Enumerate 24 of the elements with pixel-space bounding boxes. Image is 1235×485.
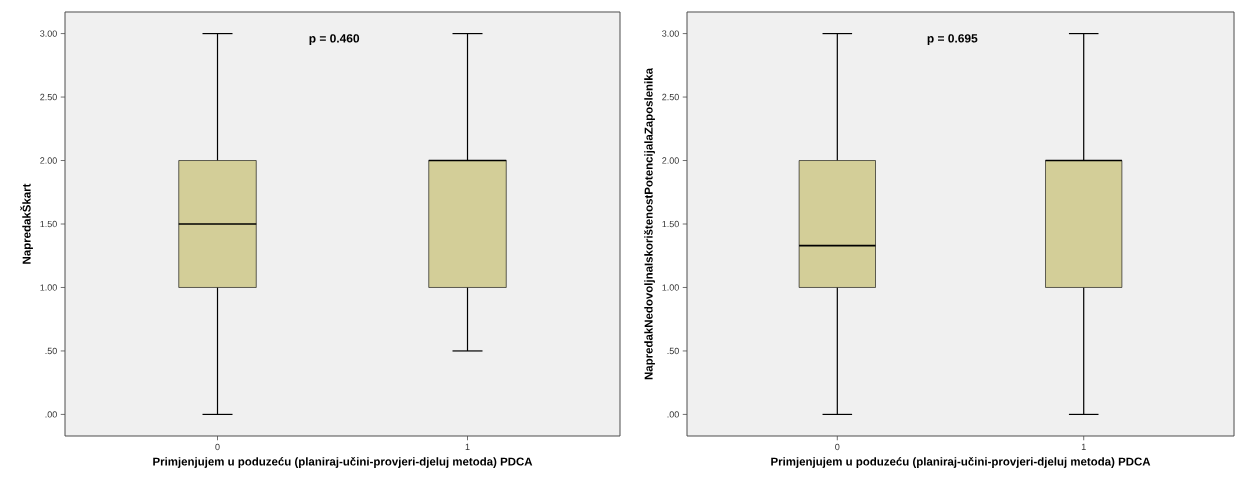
y-tick-label: 2.00 xyxy=(662,157,679,164)
y-axis-title: NapredakNedovoljnaIskorištenostPotencijalaZaposlenika xyxy=(644,67,655,380)
y-tick-label: 1.00 xyxy=(662,284,679,291)
x-tick-label: 1 xyxy=(465,443,470,450)
y-axis-title: NapredakŠkart xyxy=(20,183,33,264)
y-tick-label: 1.50 xyxy=(40,220,57,228)
annotation: p = 0.695 xyxy=(927,34,978,45)
y-tick-label: .00 xyxy=(667,411,679,418)
y-tick-label: .50 xyxy=(45,347,57,355)
annotation: p = 0.460 xyxy=(309,34,360,45)
x-axis-title: Primjenjujem u poduzeću (planiraj-učini-provjeri-djeluj metoda) PDCA xyxy=(771,456,1151,468)
x-axis-title: Primjenjujem u poduzeću (planiraj-učini-provjeri-djeluj metoda) PDCA xyxy=(153,456,533,468)
x-tick-label: 0 xyxy=(835,443,840,451)
y-tick-label: .50 xyxy=(667,347,679,355)
y-tick-label: 2.50 xyxy=(662,93,679,101)
y-tick-label: 3.00 xyxy=(662,30,679,37)
y-tick-label: 1.50 xyxy=(662,220,679,228)
y-tick-label: 2.00 xyxy=(40,157,57,164)
y-tick-label: 2.50 xyxy=(40,93,57,101)
y-tick-label: .00 xyxy=(45,411,57,418)
y-tick-label: 1.00 xyxy=(40,284,57,291)
y-tick-label: 3.00 xyxy=(40,30,57,37)
x-tick-label: 0 xyxy=(215,443,220,451)
x-tick-label: 1 xyxy=(1081,443,1086,450)
